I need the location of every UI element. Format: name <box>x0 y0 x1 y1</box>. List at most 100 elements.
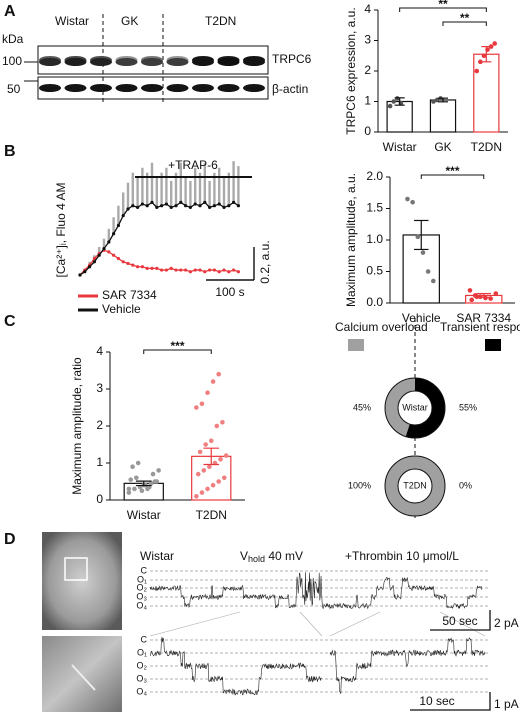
trace-point <box>131 263 135 267</box>
trace-point <box>136 205 140 209</box>
trace-point <box>184 268 188 272</box>
data-point <box>205 486 210 492</box>
trace-point <box>160 268 164 272</box>
y-axis-label: Maximum amplitude, a.u. <box>344 173 358 307</box>
trace-point <box>188 205 192 209</box>
data-point <box>139 488 145 494</box>
significance-bracket <box>442 21 487 26</box>
group-label: T2DN <box>205 14 236 28</box>
trace-point <box>222 268 226 272</box>
significance-label: ** <box>438 0 448 11</box>
trace-point <box>198 204 202 208</box>
trace-point <box>227 204 231 208</box>
blot-band <box>90 84 112 92</box>
blot-band <box>141 84 163 92</box>
unit-label: kDa <box>2 32 24 46</box>
group-label: Wistar <box>140 549 174 563</box>
significance-bracket <box>420 174 485 179</box>
donut-segment <box>405 378 445 438</box>
data-point <box>130 464 135 470</box>
trace-point <box>208 205 212 209</box>
y-tick-label: 2 <box>96 418 103 432</box>
trace-point <box>88 265 92 269</box>
x-tick-label: T2DN <box>196 508 227 522</box>
donut-segment <box>385 456 445 516</box>
trace-point <box>227 270 231 274</box>
trace-point <box>121 214 125 218</box>
scale-bar-label: 1 pA <box>494 697 519 711</box>
data-point <box>128 477 134 482</box>
data-point <box>216 371 221 377</box>
bar <box>473 53 500 133</box>
significance-bracket <box>143 349 212 354</box>
value: 40 mV <box>265 549 303 563</box>
data-point <box>194 494 199 499</box>
zoom-line <box>149 611 241 637</box>
value-label: 100% <box>348 480 371 490</box>
x-tick-label: Wistar <box>127 508 161 522</box>
scale-bar-label: 10 sec <box>419 694 454 708</box>
significance-label: *** <box>445 164 459 178</box>
blot-band <box>115 84 138 92</box>
trace-point <box>155 266 159 270</box>
panel-label: A <box>4 3 16 20</box>
blot-band <box>243 58 265 66</box>
level-label: O₂ <box>137 660 148 670</box>
value-label: 55% <box>459 402 477 412</box>
data-point <box>469 297 474 303</box>
bar <box>429 99 457 133</box>
y-tick-label: 0 <box>364 124 371 138</box>
y-tick-label: 0.0 <box>366 295 383 309</box>
y-tick-label: 3 <box>96 381 103 395</box>
trace-point <box>160 204 164 208</box>
trace-point <box>203 200 207 204</box>
donut-center-label: Wistar <box>402 402 428 412</box>
data-point <box>425 269 431 274</box>
data-point <box>223 453 229 458</box>
x-tick-label: Wistar <box>383 140 417 154</box>
trace-point <box>107 250 111 254</box>
trace-point <box>112 253 116 257</box>
trace-point <box>164 268 168 272</box>
data-point <box>467 288 473 293</box>
donut-outline <box>384 455 446 517</box>
trace-point <box>174 268 178 272</box>
y-tick-label: 0 <box>96 492 103 506</box>
current-trace <box>329 637 486 694</box>
zoom-line <box>439 611 486 637</box>
x-tick-label: T2DN <box>471 140 502 154</box>
current-trace <box>149 637 322 696</box>
blot-band <box>166 84 189 92</box>
trace-point <box>169 205 173 209</box>
blot-band <box>39 84 61 92</box>
y-axis-label: [Ca²⁺]ᵢ, Fluo 4 AM <box>54 183 68 278</box>
marker-label: 100 <box>2 54 22 68</box>
level-label: C <box>141 565 148 575</box>
trace-point <box>188 270 192 274</box>
data-point <box>218 457 223 462</box>
scale-bar-label: 0.2, a.u. <box>258 240 272 283</box>
data-point <box>197 449 203 455</box>
blot-band <box>243 84 265 92</box>
data-point <box>405 196 410 202</box>
data-point <box>387 103 393 109</box>
trace-point <box>83 270 87 274</box>
data-point <box>478 59 483 65</box>
blot-band <box>217 58 240 66</box>
trace-point <box>140 202 144 206</box>
trace-point <box>92 256 96 261</box>
donut-outline <box>384 377 446 439</box>
data-point <box>208 438 214 444</box>
trace-point <box>78 273 82 277</box>
y-tick-label: 1.0 <box>366 232 383 246</box>
legend-swatch <box>485 339 501 351</box>
micrograph <box>42 532 122 630</box>
trace-point <box>97 253 101 257</box>
band-label: TRPC6 <box>272 52 312 66</box>
group-label: Wistar <box>55 14 89 28</box>
data-point <box>410 199 415 205</box>
trace-point <box>179 200 183 204</box>
y-tick-label: 2 <box>364 63 371 77</box>
trace-point <box>116 223 120 228</box>
significance-label: ** <box>460 11 470 25</box>
